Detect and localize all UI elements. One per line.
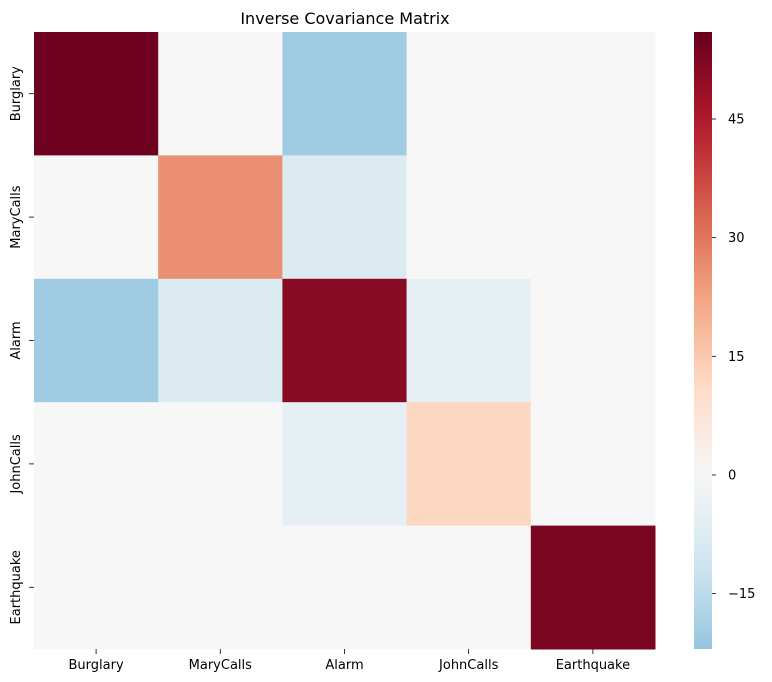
heatmap-cell <box>530 155 656 280</box>
y-tick-label: Earthquake <box>9 550 24 624</box>
heatmap-cell <box>34 155 159 280</box>
x-tick-label: Earthquake <box>556 658 630 673</box>
heatmap-cell <box>282 155 408 280</box>
colorbar-gradient <box>694 32 712 649</box>
colorbar-tick-label: 0 <box>728 468 736 483</box>
heatmap-cell <box>158 525 283 650</box>
colorbar-tick-label: 15 <box>728 350 745 365</box>
x-tick-label: Burglary <box>69 658 124 673</box>
heatmap-cell <box>406 32 532 156</box>
heatmap-cell <box>34 32 159 156</box>
colorbar-tick-label: 45 <box>728 113 745 128</box>
heatmap-cells <box>34 32 656 650</box>
colorbar-ticks: 45 30 15 0 −15 <box>712 113 755 602</box>
y-tick-label: Alarm <box>9 321 24 359</box>
x-tick-label: JohnCalls <box>438 658 499 673</box>
heatmap-cell <box>406 402 532 527</box>
heatmap-cell <box>34 525 159 650</box>
x-tick-label: Alarm <box>325 658 363 673</box>
heatmap-cell <box>406 525 532 650</box>
heatmap-cell <box>406 278 532 403</box>
heatmap-cell <box>282 32 408 156</box>
heatmap-cell <box>158 155 283 280</box>
heatmap-cell <box>282 402 408 527</box>
chart-title: Inverse Covariance Matrix <box>240 9 449 28</box>
heatmap-cell <box>158 402 283 527</box>
heatmap-cell <box>34 402 159 527</box>
y-tick-label: Burglary <box>9 66 24 121</box>
colorbar-tick-label: 30 <box>728 231 745 246</box>
y-tick-label: JohnCalls <box>9 434 24 495</box>
heatmap-cell <box>282 525 408 650</box>
heatmap-cell <box>158 32 283 156</box>
colorbar-tick-label: −15 <box>728 587 755 602</box>
heatmap-cell <box>282 278 408 403</box>
y-tick-label: MaryCalls <box>9 185 24 248</box>
x-tick-label: MaryCalls <box>189 658 252 673</box>
heatmap-cell <box>530 402 656 527</box>
x-axis-ticks: Burglary MaryCalls Alarm JohnCalls Earthquak… <box>69 649 630 673</box>
heatmap-cell <box>158 278 283 403</box>
colorbar: 45 30 15 0 −15 <box>694 32 755 649</box>
heatmap-cell <box>530 32 656 156</box>
heatmap-cell <box>530 525 656 650</box>
y-axis-ticks: Burglary MaryCalls Alarm JohnCalls Earthquak… <box>9 66 34 624</box>
heatmap-cell <box>34 278 159 403</box>
heatmap-cell <box>406 155 532 280</box>
heatmap-cell <box>530 278 656 403</box>
